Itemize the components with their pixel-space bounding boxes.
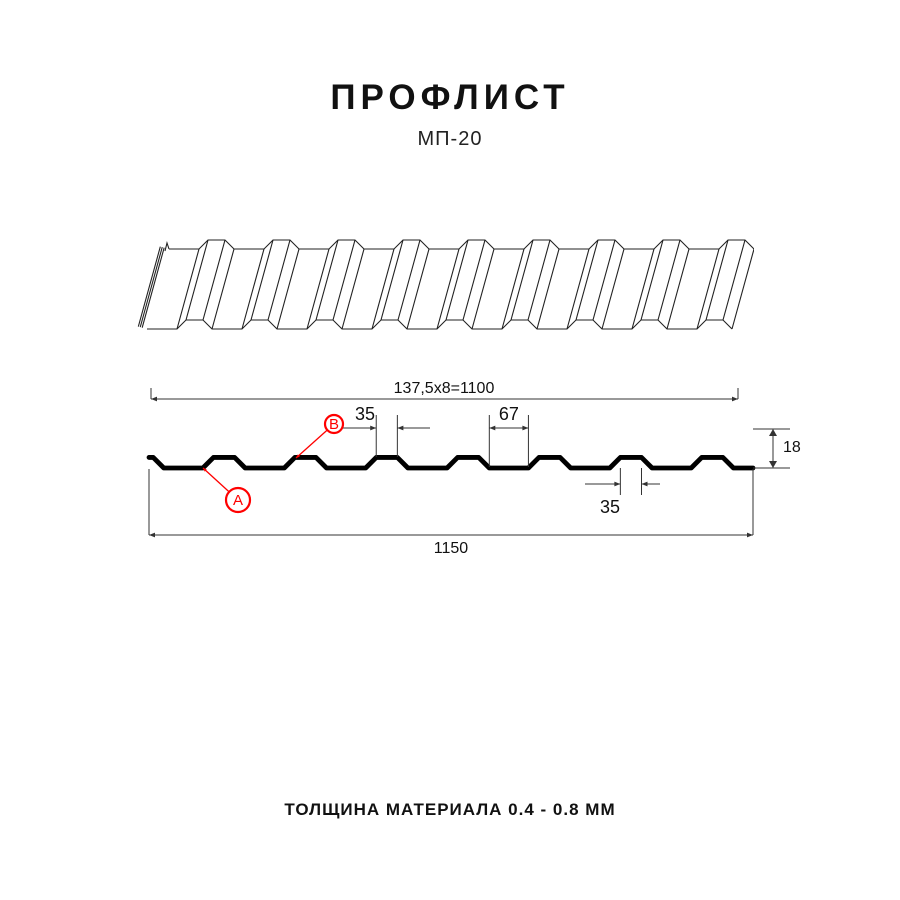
svg-text:18: 18 [783, 439, 801, 456]
svg-text:35: 35 [600, 497, 620, 517]
svg-text:137,5x8=1100: 137,5x8=1100 [394, 380, 495, 397]
svg-text:1150: 1150 [434, 540, 469, 557]
svg-text:35: 35 [355, 404, 375, 424]
svg-text:67: 67 [499, 404, 519, 424]
svg-text:B: B [329, 416, 339, 433]
svg-text:A: A [233, 492, 243, 509]
